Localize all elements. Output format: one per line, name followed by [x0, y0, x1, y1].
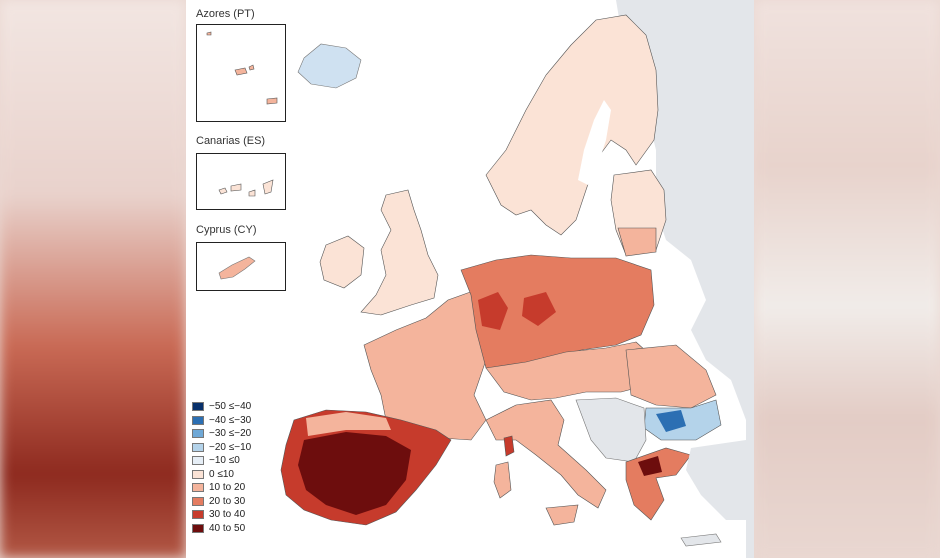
legend-swatch: [192, 496, 204, 506]
legend-item: −20 ≤−10: [192, 441, 251, 455]
region-italy: [485, 399, 607, 509]
legend-label: 40 to 50: [209, 522, 246, 534]
legend-label: −40 ≤−30: [209, 414, 252, 426]
legend-swatch: [192, 523, 204, 533]
legend-item: 40 to 50: [192, 522, 251, 536]
legend-swatch: [192, 429, 204, 439]
legend-item: 20 to 30: [192, 495, 251, 509]
legend-label: −30 ≤−20: [209, 428, 252, 440]
region-spain-hotspot: [298, 432, 411, 515]
legend-item: −10 ≤0: [192, 454, 251, 468]
sea-bothnia: [578, 100, 611, 185]
region-iceland: [297, 43, 362, 89]
inset-cyprus: [196, 242, 286, 291]
legend-item: −50 ≤−40: [192, 400, 251, 414]
inset-azores: [196, 24, 286, 122]
blurred-background-left: [0, 0, 186, 558]
region-central-europe: [460, 254, 655, 373]
region-lithuania: [617, 227, 657, 257]
legend-label: 0 ≤10: [209, 468, 234, 480]
europe-map: [280, 0, 754, 558]
azores-islands: [206, 31, 278, 105]
legend-label: −20 ≤−10: [209, 441, 252, 453]
legend-swatch: [192, 442, 204, 452]
legend-label: −50 ≤−40: [209, 401, 252, 413]
map-legend: −50 ≤−40 −40 ≤−30 −30 ≤−20 −20 ≤−10 −10 …: [192, 400, 251, 535]
legend-swatch: [192, 483, 204, 493]
region-great-britain: [360, 189, 439, 316]
region-west-europe: [363, 289, 489, 441]
region-corsica: [503, 435, 515, 457]
legend-item: 0 ≤10: [192, 468, 251, 482]
region-germany-hotspot: [478, 292, 508, 330]
legend-label: 10 to 20: [209, 482, 246, 494]
region-czech-hotspot: [522, 292, 556, 326]
region-ireland: [319, 235, 365, 289]
legend-item: −30 ≤−20: [192, 427, 251, 441]
legend-swatch: [192, 415, 204, 425]
legend-item: 10 to 20: [192, 481, 251, 495]
region-romania: [625, 344, 717, 409]
legend-label: −10 ≤0: [209, 455, 240, 467]
legend-label: 20 to 30: [209, 495, 246, 507]
region-bulgaria-core: [656, 410, 686, 432]
inset-canarias: [196, 153, 286, 210]
canarias-islands: [218, 179, 274, 197]
region-sicily: [545, 504, 579, 526]
legend-swatch: [192, 456, 204, 466]
cyprus-island: [218, 256, 256, 280]
legend-swatch: [192, 469, 204, 479]
legend-label: 30 to 40: [209, 509, 246, 521]
legend-item: −40 ≤−30: [192, 414, 251, 428]
legend-swatch: [192, 510, 204, 520]
inset-label-azores: Azores (PT): [196, 8, 255, 20]
region-north-spain: [306, 412, 391, 436]
non-eu-turkey: [686, 440, 754, 520]
non-eu-balkans: [575, 397, 647, 463]
map-panel: Azores (PT) Canarias (ES) Cyprus (CY) −5…: [186, 0, 754, 558]
legend-swatch: [192, 402, 204, 412]
region-crete: [680, 533, 722, 547]
legend-item: 30 to 40: [192, 508, 251, 522]
inset-label-canarias: Canarias (ES): [196, 135, 266, 147]
non-eu-land-east: [616, 0, 754, 558]
region-scandinavia: [485, 14, 659, 236]
inset-label-cyprus: Cyprus (CY): [196, 224, 257, 236]
blurred-background-right: [754, 0, 940, 558]
region-sardinia: [493, 461, 512, 499]
region-greece-hotspot: [638, 456, 662, 476]
